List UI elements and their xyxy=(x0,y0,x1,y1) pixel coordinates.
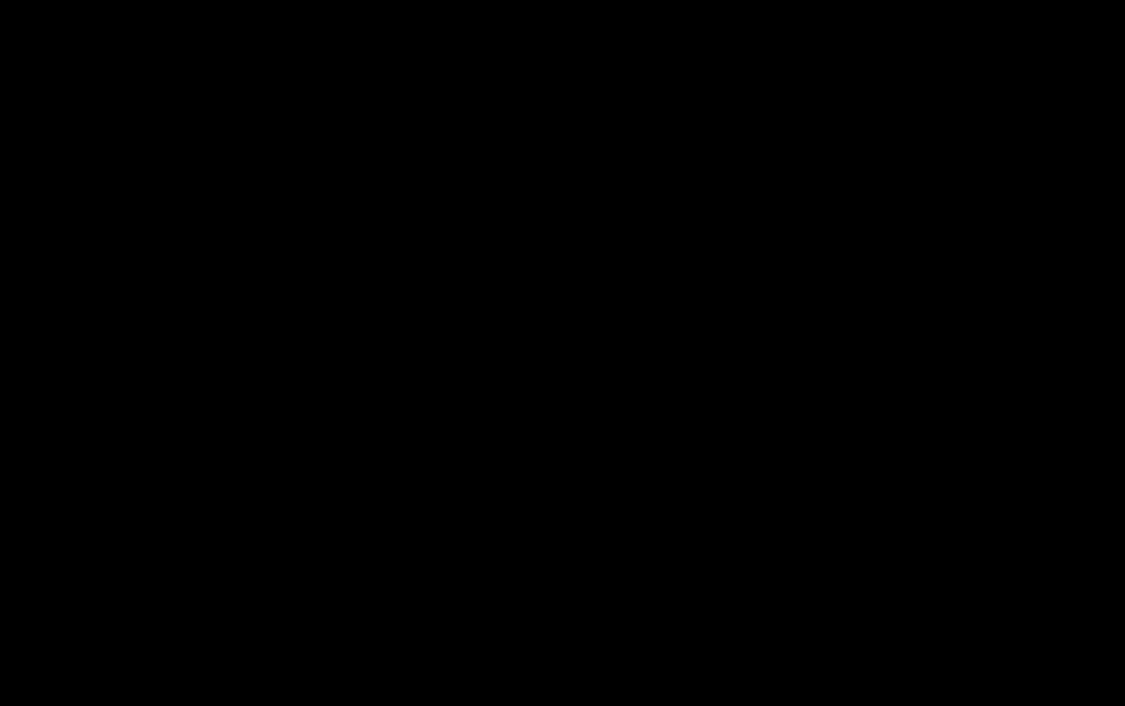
Text: .: . xyxy=(522,351,529,371)
Text: CH₄(g): CH₄(g) xyxy=(695,369,794,397)
Text: that when methane combustion takes place,: that when methane combustion takes place… xyxy=(57,210,924,249)
Text: based on the following reactions.  It is known: based on the following reactions. It is … xyxy=(57,134,936,172)
Text: 2H₂(g) + O₂(g): 2H₂(g) + O₂(g) xyxy=(180,611,402,640)
Text: CO₂(g) + 2H₂O(ℓ): CO₂(g) + 2H₂O(ℓ) xyxy=(575,451,836,480)
Text: CO₂(g): CO₂(g) xyxy=(538,534,639,563)
Text: ΔrH°= -241.83 kJ/mol: ΔrH°= -241.83 kJ/mol xyxy=(747,611,1076,640)
Text: 802.37 kJ / mol of heat is released: 802.37 kJ / mol of heat is released xyxy=(57,287,722,325)
Text: 2H₂O(g): 2H₂O(g) xyxy=(515,611,637,640)
Text: ΔcH°= -802.37 kJ/mol: ΔcH°= -802.37 kJ/mol xyxy=(744,451,1076,480)
Text: Using Hess's Law, determine ΔHf ° for CH4: Using Hess's Law, determine ΔHf ° for CH… xyxy=(57,58,891,96)
Text: ΔrH°= -393.5 kJ/mol: ΔrH°= -393.5 kJ/mol xyxy=(767,534,1076,563)
Text: Cgrafito + O₂(g): Cgrafito + O₂(g) xyxy=(169,534,414,563)
Text: CH₄(g) + 2O₂(g): CH₄(g) + 2O₂(g) xyxy=(198,451,441,480)
Text: Cgrafito + 2H₂: Cgrafito + 2H₂ xyxy=(315,369,537,397)
